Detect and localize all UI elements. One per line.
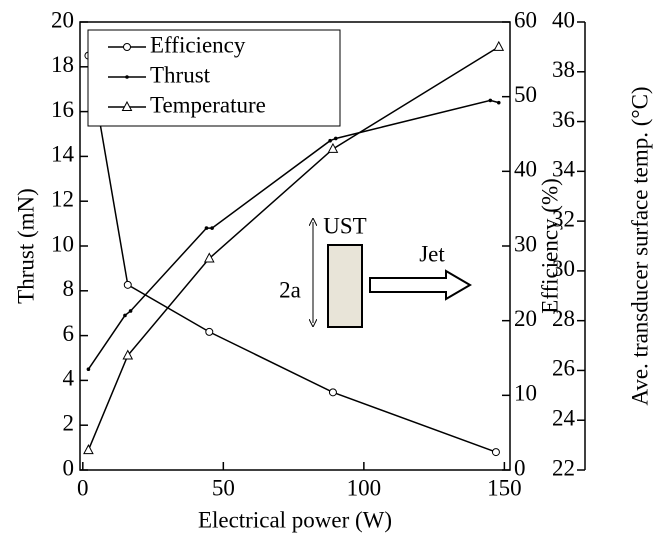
y2-tick-label: 60 (514, 7, 537, 32)
x-tick-label: 100 (347, 475, 382, 500)
y3-axis-label: Ave. transducer surface temp. (°C) (627, 86, 652, 405)
x-tick-label: 0 (77, 475, 89, 500)
x-tick-label: 150 (487, 475, 522, 500)
y2-tick-label: 10 (514, 381, 537, 406)
x-axis-label: Electrical power (W) (198, 507, 392, 532)
y3-tick-label: 26 (552, 356, 575, 381)
marker (491, 448, 500, 457)
marker (328, 138, 332, 143)
y3-tick-label: 40 (552, 7, 575, 32)
inset-diagram: UST Jet 2a (279, 213, 472, 328)
y-tick-label: 20 (51, 7, 74, 32)
y2-tick-label: 0 (514, 455, 526, 480)
y3-tick-label: 28 (552, 306, 575, 331)
y2-axis-label: Efficiency (%) (537, 178, 562, 314)
y2-tick-label: 30 (514, 231, 537, 256)
marker (327, 142, 339, 153)
marker (488, 98, 493, 103)
marker (123, 43, 131, 51)
y-tick-label: 8 (63, 276, 75, 301)
y3-tick-label: 34 (552, 157, 576, 182)
y3-tick-label: 24 (552, 406, 576, 431)
marker (86, 367, 91, 372)
marker (123, 313, 127, 318)
jet-arrow (369, 269, 472, 301)
y-tick-label: 18 (51, 52, 74, 77)
y2-tick-label: 40 (514, 157, 537, 182)
legend-label: Temperature (150, 92, 266, 117)
marker (203, 252, 215, 263)
marker (333, 136, 338, 141)
x-tick-label: 50 (212, 475, 235, 500)
annotation: UST (323, 213, 366, 238)
y-tick-label: 12 (51, 186, 74, 211)
transducer (327, 244, 363, 328)
marker (123, 280, 132, 289)
y3-tick-label: 30 (552, 256, 575, 281)
legend-label: Thrust (150, 62, 211, 87)
y-tick-label: 2 (63, 410, 75, 435)
annotation: Jet (419, 241, 445, 266)
y3-tick-label: 32 (552, 206, 575, 231)
marker (496, 100, 501, 105)
marker (125, 75, 129, 79)
y2-tick-label: 50 (514, 82, 537, 107)
y3-tick-label: 38 (552, 57, 575, 82)
y-tick-label: 6 (63, 321, 75, 346)
marker (121, 100, 133, 111)
marker (122, 349, 134, 360)
y-tick-label: 0 (63, 455, 75, 480)
y-tick-label: 16 (51, 97, 74, 122)
annotation: 2a (279, 277, 301, 302)
marker (210, 226, 214, 230)
y3-tick-label: 36 (552, 107, 575, 132)
legend-label: Efficiency (150, 32, 246, 57)
marker (204, 226, 209, 230)
y-axis-label: Thrust (mN) (13, 188, 38, 304)
y-tick-label: 4 (63, 366, 75, 391)
y2-tick-label: 20 (514, 306, 537, 331)
marker (328, 388, 337, 397)
y-tick-label: 14 (51, 142, 75, 167)
y-tick-label: 10 (51, 231, 74, 256)
marker (83, 444, 94, 455)
marker (205, 327, 214, 336)
y3-tick-label: 22 (552, 455, 575, 480)
marker (493, 40, 505, 51)
marker (128, 309, 133, 313)
